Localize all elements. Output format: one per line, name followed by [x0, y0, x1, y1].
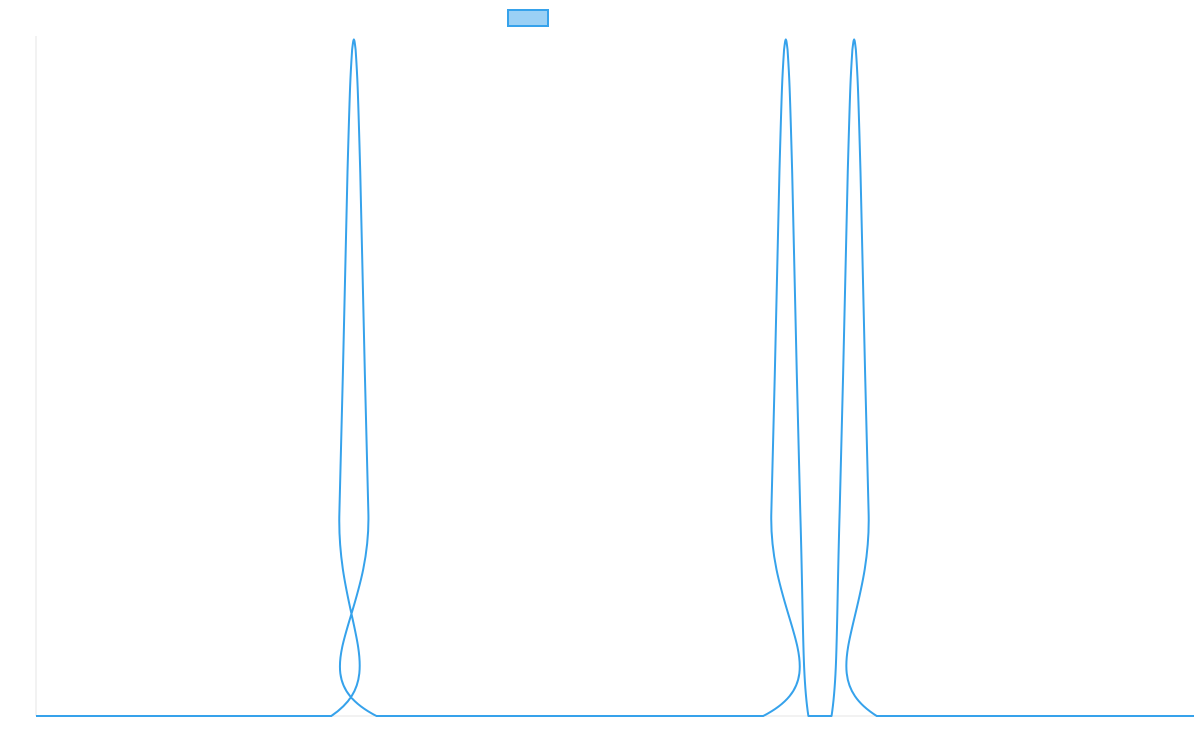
- legend-swatch[interactable]: [507, 9, 549, 27]
- series-layer: [36, 38, 1194, 718]
- legend[interactable]: [507, 9, 549, 27]
- series-line-0: [36, 38, 1194, 718]
- axes: [35, 36, 1194, 717]
